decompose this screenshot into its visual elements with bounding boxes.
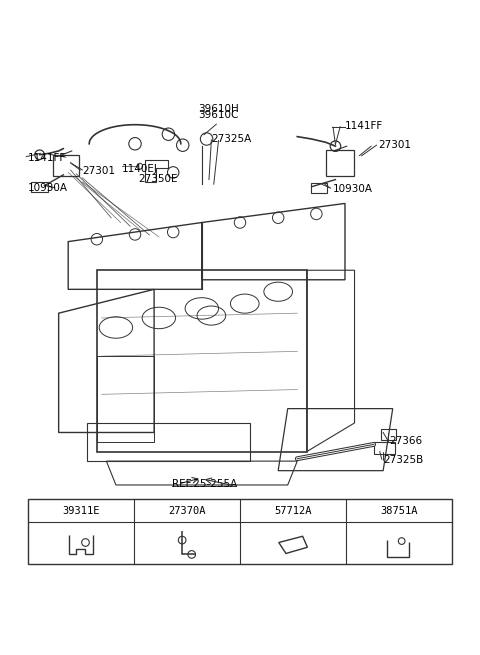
- Text: 27366: 27366: [389, 436, 422, 446]
- Text: 1141FF: 1141FF: [28, 153, 66, 162]
- Text: 27350E: 27350E: [138, 174, 178, 183]
- Text: 1140EJ: 1140EJ: [121, 164, 157, 174]
- Text: REF.25-255A: REF.25-255A: [172, 479, 238, 489]
- Text: 39610C: 39610C: [198, 111, 239, 121]
- Text: 27301: 27301: [378, 140, 411, 150]
- Text: 57712A: 57712A: [275, 506, 312, 515]
- Text: 27325A: 27325A: [211, 134, 252, 144]
- Text: 39311E: 39311E: [62, 506, 99, 515]
- Text: 10930A: 10930A: [28, 183, 68, 193]
- Text: 27301: 27301: [83, 166, 116, 176]
- Text: 38751A: 38751A: [381, 506, 418, 515]
- Text: 39610H: 39610H: [198, 103, 239, 114]
- Text: 10930A: 10930A: [333, 184, 373, 194]
- Text: 1141FF: 1141FF: [345, 121, 383, 131]
- Text: 27370A: 27370A: [168, 506, 205, 515]
- Text: 27325B: 27325B: [383, 455, 423, 465]
